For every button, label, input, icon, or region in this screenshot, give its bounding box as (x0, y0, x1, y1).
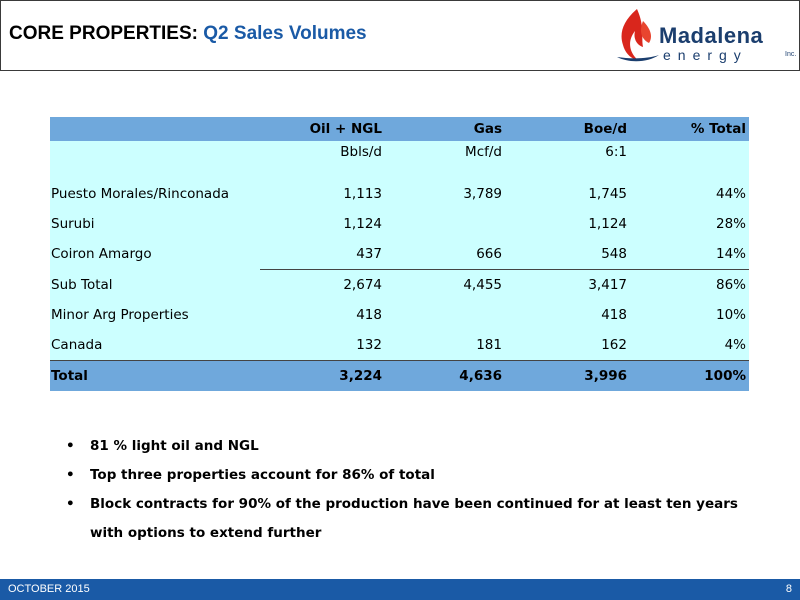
company-logo: Madalena energy Inc. (613, 7, 799, 67)
table-cell: 1,124 (588, 216, 627, 232)
table-cell: 437 (260, 239, 385, 270)
table-cell: 162 (601, 337, 627, 353)
table-cell: 2,674 (343, 277, 382, 293)
row-label: Canada (51, 337, 103, 353)
bullet-text: 81 % light oil and NGL (90, 438, 259, 454)
spacer-row (50, 163, 749, 179)
data-table: Oil + NGL Gas Boe/d % Total Bbls/d Mcf/d… (50, 117, 749, 391)
table-cell: 666 (385, 239, 505, 270)
table-cell: 14% (630, 239, 749, 270)
bullet-text: Block contracts for 90% of the productio… (90, 496, 738, 512)
table-cell: 132 (356, 337, 382, 353)
bullet-icon: • (66, 467, 75, 483)
column-header (50, 117, 260, 141)
logo-inc: Inc. (785, 51, 797, 58)
table-cell: 1,745 (588, 186, 627, 202)
footer-date: OCTOBER 2015 (8, 583, 90, 595)
table-cell: 3,224 (260, 360, 385, 391)
unit-cell (630, 141, 749, 163)
row-label: Total (50, 360, 260, 391)
bullet-continuation: with options to extend further (66, 519, 746, 548)
row-label: Coiron Amargo (51, 246, 152, 263)
row-label: Puesto Morales/Rinconada (51, 186, 230, 202)
flame-icon (617, 9, 659, 62)
bullet-icon: • (66, 438, 75, 454)
table-cell: 100% (630, 360, 749, 391)
table-cell: 3,417 (588, 277, 627, 293)
bullet-item: • 81 % light oil and NGL (66, 432, 746, 461)
column-header: % Total (630, 117, 749, 141)
table-cell: 418 (601, 307, 627, 323)
row-label: Minor Arg Properties (51, 307, 189, 323)
table-row: Canada 132 181 162 4% (50, 330, 749, 361)
bullet-text: with options to extend further (90, 525, 322, 541)
slide-footer: OCTOBER 2015 8 (0, 579, 800, 600)
table-row: Puesto Morales/Rinconada 1,113 3,789 1,7… (50, 179, 749, 209)
table-cell (385, 300, 505, 330)
table-cell: 4,636 (385, 360, 505, 391)
table-cell: 44% (715, 186, 746, 202)
column-header: Boe/d (505, 117, 630, 141)
table-cell: 1,113 (343, 186, 382, 202)
slide-header: CORE PROPERTIES: Q2 Sales Volumes Madale… (0, 0, 800, 71)
row-label: Sub Total (51, 276, 113, 293)
table-row: Minor Arg Properties 418 418 10% (50, 300, 749, 330)
table-cell (385, 209, 505, 239)
table-row: Coiron Amargo 437 666 548 14% (50, 239, 749, 270)
unit-cell: Bbls/d (340, 144, 382, 160)
units-row: Bbls/d Mcf/d 6:1 (50, 141, 749, 163)
unit-cell: 6:1 (605, 144, 627, 160)
unit-cell: Mcf/d (465, 144, 502, 160)
table-cell: 28% (715, 216, 746, 232)
total-row: Total 3,224 4,636 3,996 100% (50, 360, 749, 391)
table-cell: 3,996 (505, 360, 630, 391)
table-cell: 4,455 (463, 277, 502, 293)
page-number: 8 (785, 583, 792, 595)
table-cell: 10% (715, 307, 746, 323)
table-header-row: Oil + NGL Gas Boe/d % Total (50, 117, 749, 141)
table-cell: 181 (476, 337, 502, 353)
table-cell: 418 (356, 307, 382, 323)
title-accent: Q2 Sales Volumes (203, 23, 367, 44)
table-cell: 4% (724, 337, 746, 353)
logo-wordmark: Madalena (659, 23, 764, 48)
bullet-icon: • (66, 496, 75, 512)
unit-cell (50, 141, 260, 163)
bullet-item: • Top three properties account for 86% o… (66, 461, 746, 490)
table-cell: 548 (505, 239, 630, 270)
subtotal-row: Sub Total 2,674 4,455 3,417 86% (50, 270, 749, 301)
row-label: Surubi (51, 216, 95, 232)
bullet-text: Top three properties account for 86% of … (90, 467, 435, 483)
table-cell: 3,789 (463, 186, 502, 202)
logo-subtitle: energy (663, 47, 748, 63)
column-header: Gas (385, 117, 505, 141)
table-cell: 1,124 (343, 216, 382, 232)
slide-title: CORE PROPERTIES: Q2 Sales Volumes (9, 23, 367, 45)
table-row: Surubi 1,124 1,124 28% (50, 209, 749, 239)
title-prefix: CORE PROPERTIES: (9, 23, 198, 44)
bullet-item: • Block contracts for 90% of the product… (66, 490, 746, 519)
sales-volume-table: Oil + NGL Gas Boe/d % Total Bbls/d Mcf/d… (50, 117, 749, 391)
column-header: Oil + NGL (260, 117, 385, 141)
bullet-list: • 81 % light oil and NGL • Top three pro… (66, 432, 746, 548)
table-cell: 86% (715, 277, 746, 293)
